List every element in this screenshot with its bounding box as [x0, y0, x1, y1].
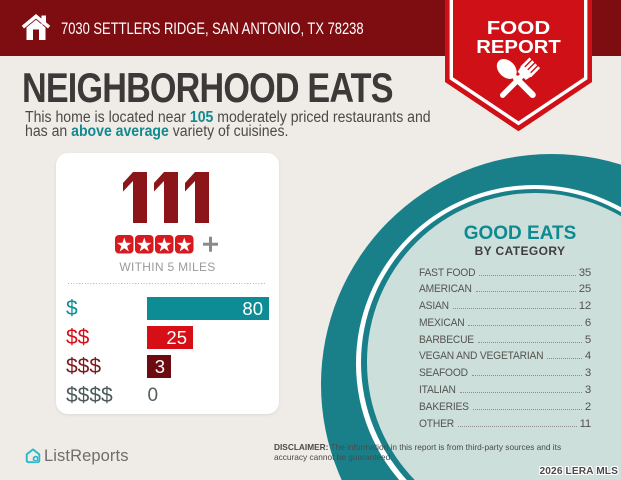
svg-text:FOOD: FOOD [486, 18, 550, 38]
svg-text:REPORT: REPORT [476, 37, 561, 57]
